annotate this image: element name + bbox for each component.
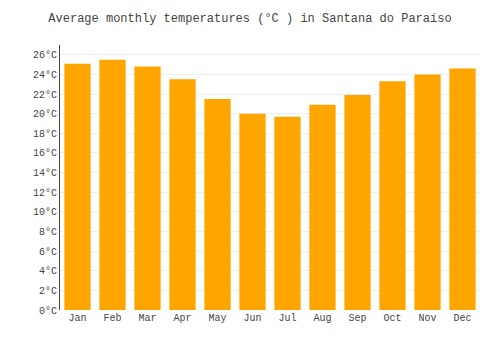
svg-text:Average monthly temperatures (: Average monthly temperatures (°C ) in Sa… <box>48 12 451 26</box>
svg-text:Jul: Jul <box>278 313 296 324</box>
svg-text:22°C: 22°C <box>33 90 57 101</box>
svg-text:16°C: 16°C <box>33 148 57 159</box>
svg-text:18°C: 18°C <box>33 129 57 140</box>
svg-text:Feb: Feb <box>103 313 121 324</box>
svg-text:Apr: Apr <box>173 313 191 324</box>
svg-text:4°C: 4°C <box>39 266 57 277</box>
svg-text:14°C: 14°C <box>33 168 57 179</box>
svg-text:Sep: Sep <box>348 313 366 324</box>
svg-text:24°C: 24°C <box>33 70 57 81</box>
svg-text:26°C: 26°C <box>33 50 57 61</box>
svg-text:2°C: 2°C <box>39 286 57 297</box>
svg-text:6°C: 6°C <box>39 247 57 258</box>
svg-text:Nov: Nov <box>418 313 436 324</box>
svg-text:10°C: 10°C <box>33 207 57 218</box>
svg-text:Jun: Jun <box>243 313 261 324</box>
svg-text:Jan: Jan <box>68 313 86 324</box>
svg-text:20°C: 20°C <box>33 109 57 120</box>
svg-text:Mar: Mar <box>138 313 156 324</box>
svg-text:12°C: 12°C <box>33 188 57 199</box>
svg-text:May: May <box>208 313 226 324</box>
svg-text:Aug: Aug <box>313 313 331 324</box>
svg-text:0°C: 0°C <box>39 306 57 317</box>
svg-text:Dec: Dec <box>453 313 471 324</box>
svg-text:8°C: 8°C <box>39 227 57 238</box>
svg-text:Oct: Oct <box>383 313 401 324</box>
